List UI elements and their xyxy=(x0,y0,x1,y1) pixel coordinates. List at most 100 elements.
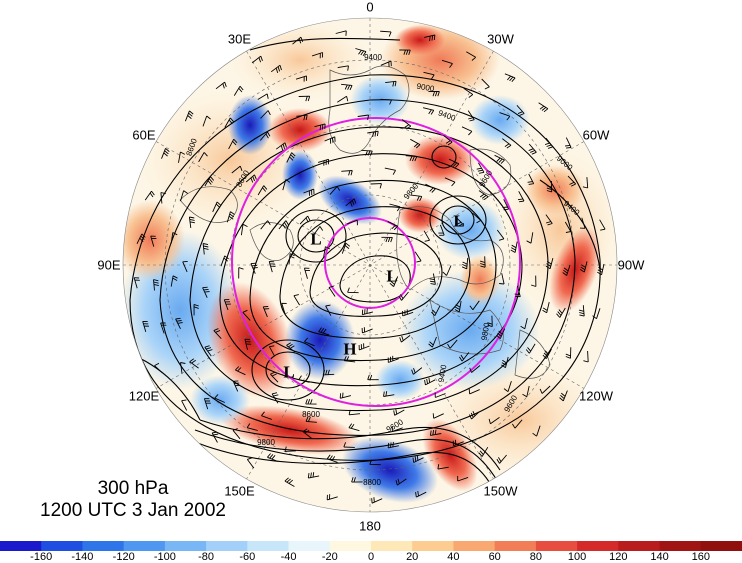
wind-barb xyxy=(341,83,353,91)
wind-barb xyxy=(203,398,211,410)
wind-barb xyxy=(527,173,535,185)
wind-barb xyxy=(467,110,475,122)
wind-barb xyxy=(468,411,480,420)
contour-label: 9000 xyxy=(416,82,436,94)
wind-barb xyxy=(556,307,566,318)
wind-barb xyxy=(302,428,312,439)
colorbar-tick-label: -80 xyxy=(198,551,215,563)
wind-barb xyxy=(245,174,257,183)
wind-barb xyxy=(242,309,251,321)
colorbar-swatch xyxy=(41,541,83,551)
wind-barb xyxy=(463,87,474,98)
wind-barb xyxy=(401,119,412,130)
contour-label: 9400 xyxy=(437,363,449,383)
wind-barb xyxy=(214,394,225,403)
wind-barb xyxy=(412,455,424,463)
wind-barb xyxy=(526,232,534,244)
wind-barb xyxy=(447,339,458,349)
wind-barb xyxy=(202,243,209,255)
wind-barb xyxy=(348,409,361,416)
wind-barb xyxy=(441,59,453,68)
wind-barb xyxy=(384,167,396,175)
wind-barb xyxy=(425,183,436,193)
latitude-rings xyxy=(231,117,521,407)
wind-barb xyxy=(326,454,338,463)
wind-barb xyxy=(235,366,246,376)
wind-barb xyxy=(499,273,505,285)
colorbar-swatch xyxy=(0,541,42,551)
contour-label: 8800 xyxy=(363,478,381,487)
wind-barb xyxy=(461,257,469,270)
wind-barb xyxy=(542,348,552,360)
wind-barb xyxy=(438,224,445,236)
wind-barb xyxy=(380,98,392,105)
wind-barb xyxy=(434,392,446,398)
wind-barb xyxy=(361,327,373,334)
wind-barb xyxy=(275,142,287,151)
wind-barb xyxy=(539,385,551,394)
wind-barb xyxy=(307,472,320,479)
wind-barb xyxy=(224,117,234,128)
wind-barb xyxy=(250,262,258,274)
wind-barb xyxy=(499,112,511,121)
contour-label: 8600 xyxy=(302,410,320,419)
wind-barb xyxy=(504,73,516,82)
wind-barb xyxy=(288,253,295,265)
wind-barb xyxy=(326,494,338,501)
valid-time-title: 1200 UTC 3 Jan 2002 xyxy=(40,500,226,521)
wind-barb xyxy=(311,52,324,59)
colorbar-tick-label: -40 xyxy=(280,551,297,563)
wind-barb xyxy=(282,179,291,191)
wind-barb xyxy=(303,267,311,279)
wind-barb xyxy=(481,78,490,90)
wind-barb xyxy=(136,233,146,244)
wind-barb xyxy=(238,267,244,279)
wind-barb xyxy=(233,85,244,96)
wind-barb xyxy=(542,301,550,314)
wind-barb xyxy=(479,256,486,268)
wind-barb xyxy=(503,380,512,392)
wind-barb xyxy=(142,320,150,333)
wind-barb xyxy=(153,279,159,291)
wind-barb xyxy=(312,226,324,236)
colorbar-tick-label: 20 xyxy=(406,551,419,563)
wind-barb xyxy=(323,246,331,258)
wind-barb xyxy=(240,223,248,236)
wind-barb xyxy=(270,371,279,383)
wind-barb xyxy=(231,165,243,174)
colorbar-swatch xyxy=(412,541,454,551)
wind-barb xyxy=(286,342,296,353)
wind-barb xyxy=(251,55,263,64)
wind-barb xyxy=(268,261,276,273)
wind-barb xyxy=(341,242,351,254)
wind-barb xyxy=(370,183,382,189)
wind-barb xyxy=(182,260,188,273)
colorbar-swatch xyxy=(494,541,537,551)
wind-barb xyxy=(466,51,476,61)
wind-barb xyxy=(317,158,330,166)
wind-barb xyxy=(478,190,489,201)
colorbar-swatch xyxy=(82,541,125,551)
wind-barb xyxy=(286,152,296,163)
lon-label-0: 0 xyxy=(366,0,374,15)
wind-barb xyxy=(284,477,295,487)
wind-barb xyxy=(202,286,210,298)
lon-label-180: 180 xyxy=(359,518,381,534)
wind-barb xyxy=(597,263,605,276)
wind-barb xyxy=(544,137,554,149)
wind-barb xyxy=(325,304,332,316)
wind-barb xyxy=(399,49,411,55)
ring-inner xyxy=(324,217,416,309)
wind-barb xyxy=(361,308,374,316)
wind-barb xyxy=(538,102,549,113)
wind-barb xyxy=(431,305,441,317)
colorbar-tick-label: 120 xyxy=(609,551,628,563)
wind-barb xyxy=(259,131,271,141)
wind-barb xyxy=(520,317,528,330)
wind-barb xyxy=(468,388,480,395)
contour-label: 9800 xyxy=(480,321,492,341)
wind-barb xyxy=(246,423,258,431)
wind-barb xyxy=(361,149,373,156)
wind-barb xyxy=(389,203,401,212)
contour-label: 9400 xyxy=(364,53,382,62)
